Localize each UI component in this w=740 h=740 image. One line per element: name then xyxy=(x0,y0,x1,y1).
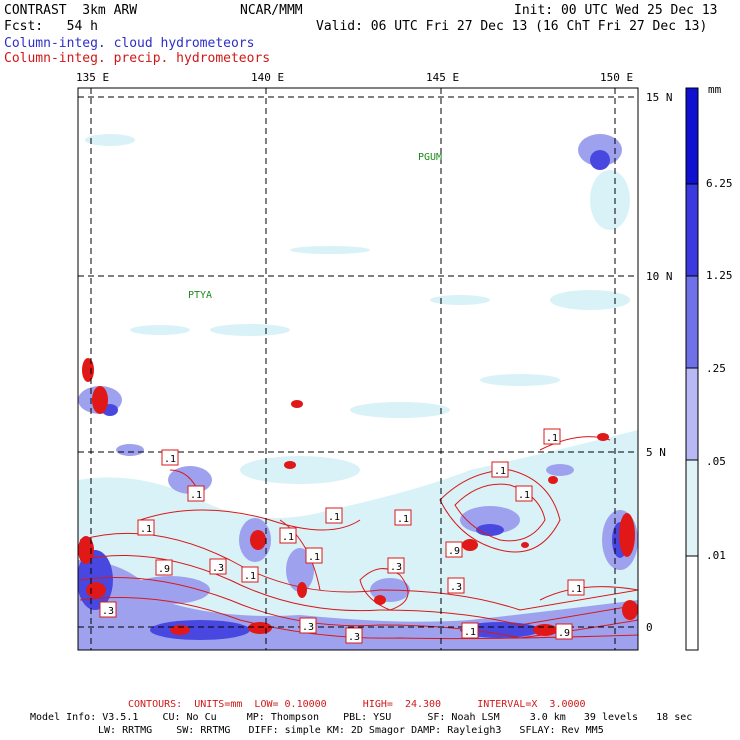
contour-label-text: .3 xyxy=(302,622,314,633)
contour-label-text: .1 xyxy=(328,512,340,523)
contour-label-box: .1 xyxy=(461,622,479,639)
contour-label-box: .1 xyxy=(241,566,259,583)
lon-label-140: 140 E xyxy=(251,71,285,84)
lat-label-10: 10 N xyxy=(646,270,673,283)
contour-label-text: .1 xyxy=(546,433,558,444)
contour-label-box: .1 xyxy=(491,461,509,478)
contour-label-box: .3 xyxy=(299,617,317,634)
colorbar-label-.25: .25 xyxy=(706,362,726,375)
contour-label-box: .1 xyxy=(137,519,155,536)
contour-label-text: .1 xyxy=(164,454,176,465)
valid-time: Valid: 06 UTC Fri 27 Dec 13 (16 ChT Fri … xyxy=(316,19,708,34)
colorbar-label-1.25: 1.25 xyxy=(706,269,733,282)
contour-label-box: .3 xyxy=(209,558,227,575)
contour-label-box: .9 xyxy=(555,623,573,640)
lon-label-145: 145 E xyxy=(426,71,460,84)
contour-label-box: .1 xyxy=(394,509,412,526)
contour-label-box: .1 xyxy=(325,507,343,524)
contour-label-box: .9 xyxy=(155,559,173,576)
contour-label-text: .1 xyxy=(397,514,409,525)
precip-intense xyxy=(78,358,638,636)
contour-label-text: .9 xyxy=(558,628,570,639)
contour-label-box: .1 xyxy=(543,428,561,445)
contour-info: CONTOURS: UNITS=mm LOW= 0.10000 HIGH= 24… xyxy=(128,699,586,710)
contour-label-text: .1 xyxy=(518,490,530,501)
model-title: CONTRAST 3km ARW xyxy=(4,3,138,18)
model-info-line1: Model Info: V3.5.1 CU: No Cu MP: Thompso… xyxy=(30,712,693,723)
contour-label-text: .3 xyxy=(348,632,360,643)
colorbar xyxy=(685,87,699,651)
contour-label-text: .3 xyxy=(102,606,114,617)
contour-label-box: .3 xyxy=(387,557,405,574)
contour-label-text: .1 xyxy=(190,490,202,501)
lat-label-5: 5 N xyxy=(646,446,666,459)
contour-label-box: .9 xyxy=(445,541,463,558)
colorbar-unit: mm xyxy=(708,83,722,96)
contour-label-box: .3 xyxy=(345,627,363,644)
lat-label-15: 15 N xyxy=(646,91,673,104)
lon-label-150: 150 E xyxy=(600,71,634,84)
contour-label-text: .3 xyxy=(212,563,224,574)
contour-label-text: .9 xyxy=(448,546,460,557)
contour-label-text: .1 xyxy=(308,552,320,563)
contour-label-box: .1 xyxy=(567,579,585,596)
lon-label-135: 135 E xyxy=(76,71,110,84)
model-info-line2: LW: RRTMG SW: RRTMG DIFF: simple KM: 2D … xyxy=(98,725,604,736)
field-cloud-title: Column-integ. cloud hydrometeors xyxy=(4,36,255,51)
contour-label-box: .1 xyxy=(187,485,205,502)
field-precip-title: Column-integ. precip. hydrometeors xyxy=(4,51,271,66)
contour-label-box: .1 xyxy=(279,527,297,544)
contour-label-text: .1 xyxy=(570,584,582,595)
place-label-ptya: PTYA xyxy=(188,290,213,301)
contour-label-layer: .1 .1 .1 .1 .1 .1 .1 .1 .1 .1 .1 .1 .1 .3 .3 .3 .3 .3 .3 .9… xyxy=(99,428,585,644)
contour-label-text: .1 xyxy=(282,532,294,543)
forecast-hour: Fcst: 54 h xyxy=(4,19,98,34)
center-name: NCAR/MMM xyxy=(240,3,303,18)
lat-label-0: 0 xyxy=(646,621,653,634)
colorbar-label-.01: .01 xyxy=(706,549,726,562)
contour-label-box: .3 xyxy=(99,601,117,618)
contour-label-box: .1 xyxy=(161,449,179,466)
contour-label-box: .1 xyxy=(515,485,533,502)
contour-label-text: .9 xyxy=(158,564,170,575)
contour-label-text: .1 xyxy=(464,627,476,638)
contour-label-text: .3 xyxy=(450,582,462,593)
contour-label-box: .3 xyxy=(447,577,465,594)
contour-label-text: .1 xyxy=(244,571,256,582)
colorbar-label-6.25: 6.25 xyxy=(706,177,733,190)
contour-label-text: .3 xyxy=(390,562,402,573)
colorbar-label-.05: .05 xyxy=(706,455,726,468)
contour-label-text: .1 xyxy=(140,524,152,535)
contour-label-text: .1 xyxy=(494,466,506,477)
init-time: Init: 00 UTC Wed 25 Dec 13 xyxy=(514,3,718,18)
contour-label-box: .1 xyxy=(305,547,323,564)
cloud-field-light xyxy=(78,134,638,650)
place-label-pgum: PGUM xyxy=(418,152,443,163)
